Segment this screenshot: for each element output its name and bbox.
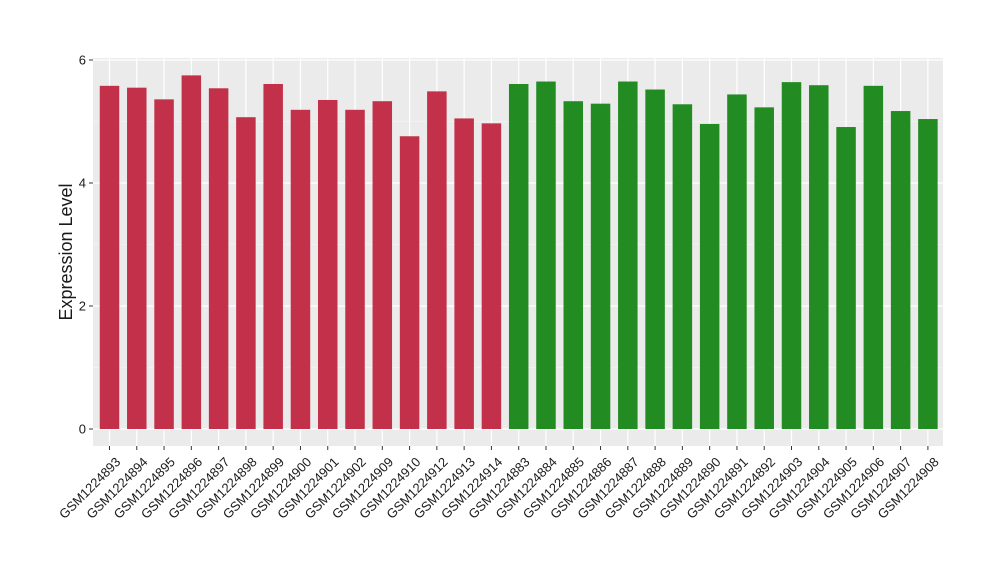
bar-GSM1224895 xyxy=(154,99,174,430)
bar-GSM1224884 xyxy=(536,81,556,430)
bar-GSM1224886 xyxy=(590,103,611,429)
bars xyxy=(99,75,938,430)
bar-GSM1224903 xyxy=(781,82,802,429)
bar-GSM1224892 xyxy=(754,107,774,429)
bar-GSM1224904 xyxy=(809,85,829,429)
bar-GSM1224888 xyxy=(645,89,665,430)
bar-GSM1224909 xyxy=(372,101,393,429)
bar-GSM1224889 xyxy=(672,104,693,429)
bar-GSM1224906 xyxy=(863,85,884,429)
bar-GSM1224896 xyxy=(181,75,202,429)
bar-GSM1224907 xyxy=(890,111,911,430)
bar-GSM1224912 xyxy=(427,91,447,430)
x-axis: GSM1224893GSM1224894GSM1224895GSM1224896… xyxy=(56,446,942,522)
y-axis: 0 2 4 6 xyxy=(79,53,93,437)
bar-GSM1224883 xyxy=(508,83,529,430)
bar-GSM1224890 xyxy=(699,123,720,430)
y-tick-label: 2 xyxy=(79,299,86,314)
bar-GSM1224902 xyxy=(345,109,365,429)
bar-GSM1224897 xyxy=(208,88,229,429)
bar-GSM1224887 xyxy=(618,81,638,430)
bar-GSM1224891 xyxy=(727,94,747,429)
bar-GSM1224899 xyxy=(263,83,283,430)
bar-GSM1224905 xyxy=(836,127,856,429)
bar-GSM1224901 xyxy=(317,99,338,429)
y-tick-label: 0 xyxy=(79,422,86,437)
bar-GSM1224913 xyxy=(454,118,474,430)
bar-GSM1224900 xyxy=(290,109,311,429)
bar-GSM1224898 xyxy=(236,117,256,429)
bar-GSM1224908 xyxy=(918,119,938,429)
y-tick-label: 6 xyxy=(79,53,86,68)
bar-GSM1224893 xyxy=(99,85,120,429)
y-tick-label: 4 xyxy=(79,176,86,191)
bar-GSM1224885 xyxy=(563,101,584,429)
bar-GSM1224914 xyxy=(481,123,502,429)
bar-GSM1224894 xyxy=(127,87,147,430)
y-axis-title: Expression Level xyxy=(56,183,76,320)
bar-GSM1224910 xyxy=(399,136,420,429)
